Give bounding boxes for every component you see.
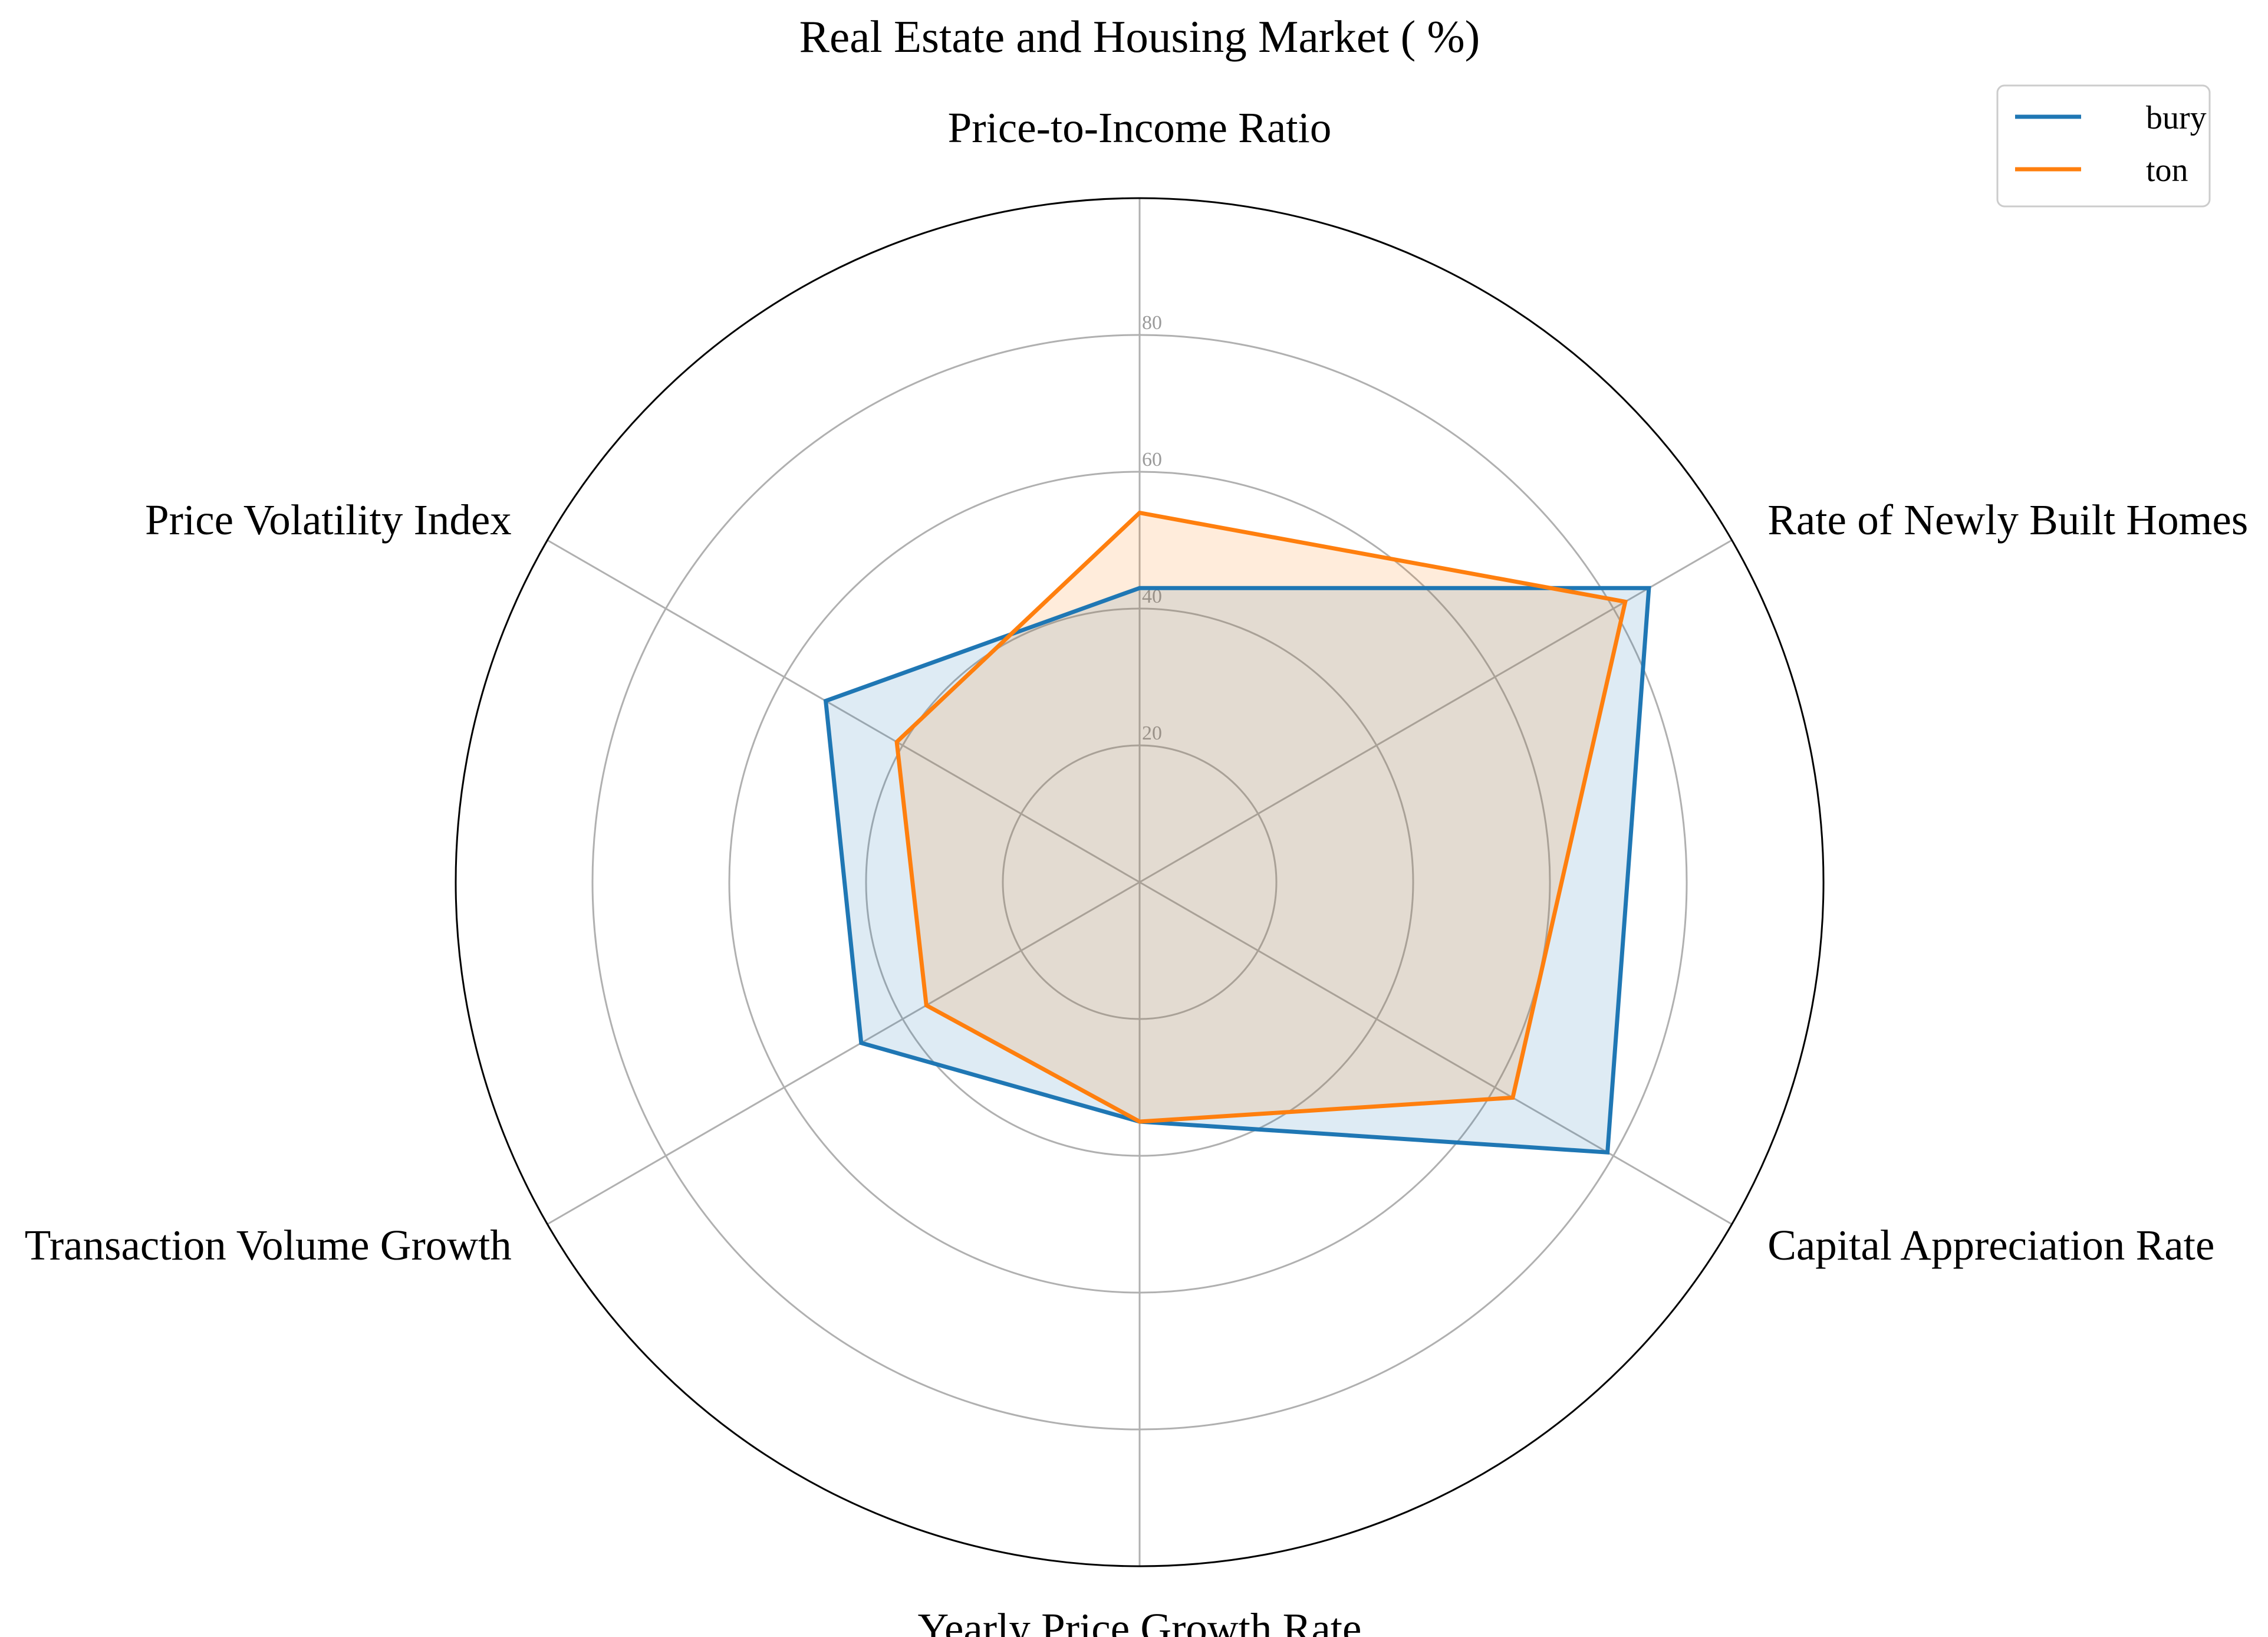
radial-tick-label: 20: [1142, 722, 1162, 744]
radial-tick-label: 80: [1142, 312, 1162, 334]
category-label: Capital Appreciation Rate: [1767, 1221, 2214, 1269]
category-label: Rate of Newly Built Homes: [1767, 496, 2248, 544]
polar-frame: [455, 197, 1825, 1567]
category-label: Price Volatility Index: [145, 496, 512, 544]
axis-spoke: [547, 539, 1140, 883]
category-label: Transaction Volume Growth: [25, 1221, 512, 1269]
legend-label-ton: ton: [2146, 152, 2188, 189]
axis-spoke: [547, 881, 1140, 1225]
axis-spokes: [547, 198, 1733, 1566]
axis-spoke: [1139, 539, 1733, 883]
legend: bury ton: [1996, 84, 2211, 208]
category-label: Price-to-Income Ratio: [948, 104, 1332, 152]
chart-title: Real Estate and Housing Market ( %): [799, 11, 1480, 62]
series-polygons: [823, 510, 1651, 1155]
category-label: Yearly Price Growth Rate: [918, 1605, 1362, 1637]
series-area-bury: [825, 588, 1649, 1153]
axis-spoke: [1139, 881, 1733, 1225]
series-area-ton: [897, 512, 1625, 1122]
category-labels: Price-to-Income Ratio Rate of Newly Built…: [25, 104, 2248, 1637]
legend-label-bury: bury: [2146, 100, 2207, 136]
series-line-ton: [894, 510, 1628, 1124]
radial-tick-label: 60: [1142, 449, 1162, 471]
